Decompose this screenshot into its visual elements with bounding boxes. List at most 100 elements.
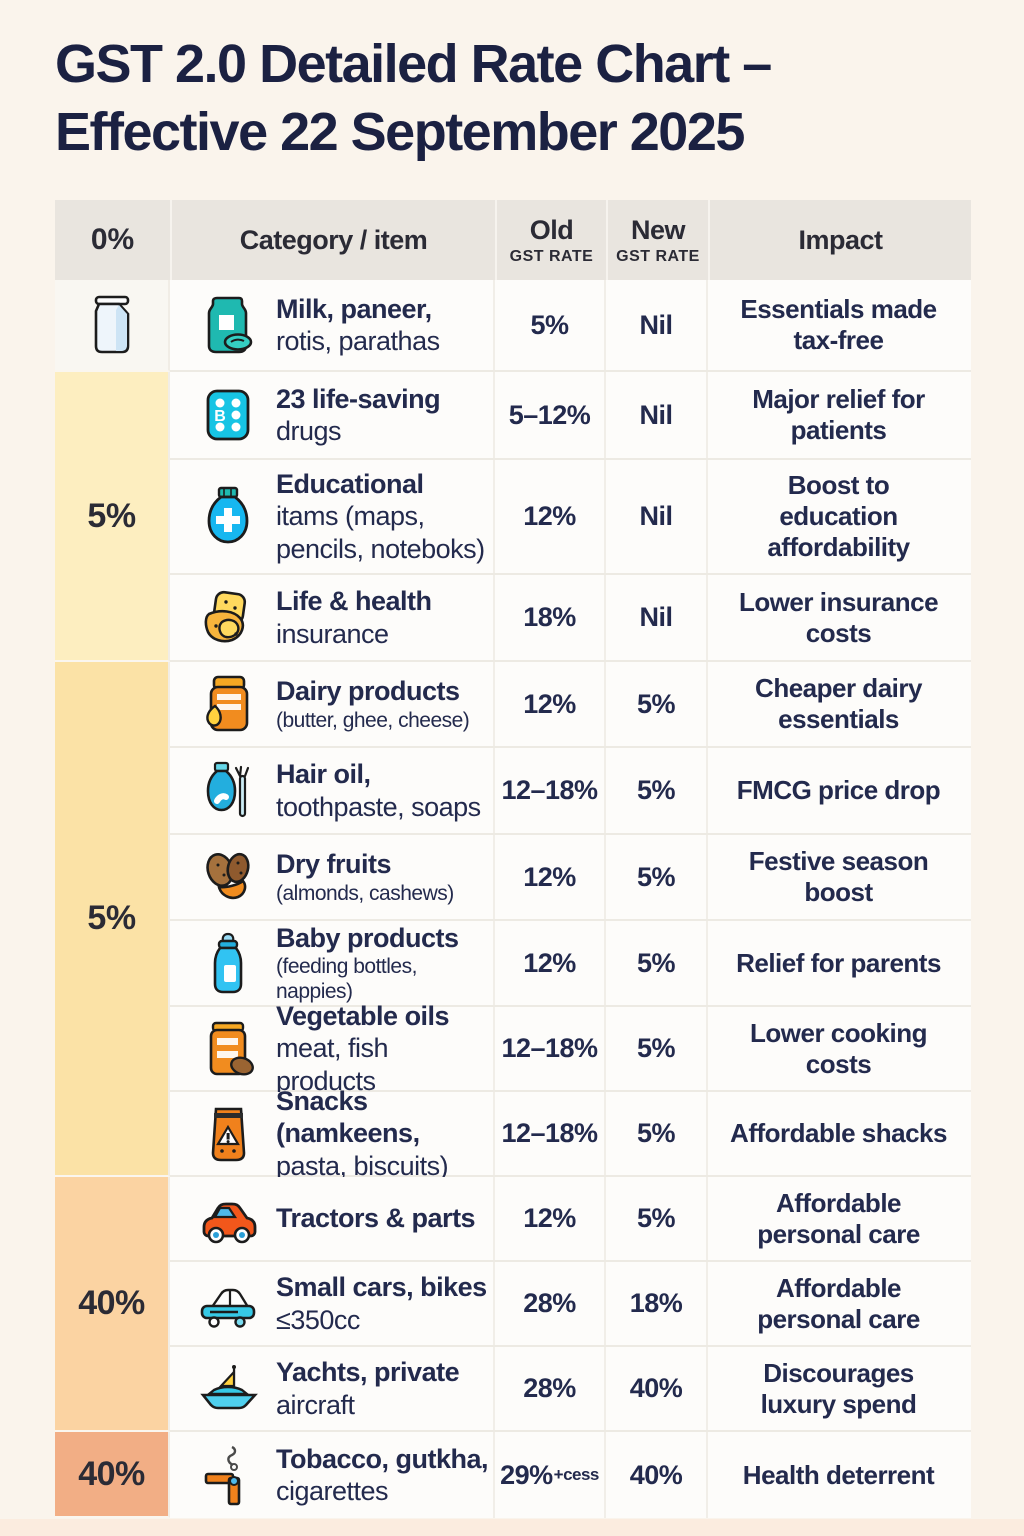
rate-group-label: 40% [78,1454,145,1493]
new-rate: 5% [604,835,706,919]
table-row: Baby products (feeding bottles, nappies)… [170,921,971,1007]
table-row: Vegetable oils meat, fish products 12–18… [170,1001,971,1096]
old-rate: 5% [493,280,604,370]
new-rate: 18% [604,1262,706,1345]
header-category: Category / item [170,200,495,280]
new-rate: 5% [604,662,706,746]
category-text: Small cars, bikes ≤350cc [276,1272,487,1335]
new-rate: 5% [604,1007,706,1090]
impact-text: Affordable personal care [757,1187,920,1249]
old-rate: 28% [493,1262,604,1345]
category-text: Tractors & parts [276,1203,476,1234]
category-text: 23 life-saving drugs [276,383,441,446]
old-rate: 12–18% [493,1092,604,1175]
rate-group-40pct-a: 40% [55,1177,170,1432]
impact-text: Health deterrent [742,1459,935,1490]
header-rate-group: 0% [90,223,135,256]
table-row: Dairy products (butter, ghee, cheese) 12… [170,662,971,748]
header-impact: Impact [708,200,971,280]
old-rate: 12% [493,1177,604,1260]
dry-fruits-icon [196,847,260,907]
impact-text: Discourages luxury spend [760,1357,917,1419]
table-row: Tobacco, gutkha, cigarettes 29% +cess 40%… [170,1432,971,1518]
new-rate: Nil [604,575,706,660]
new-rate: 5% [604,748,706,833]
impact-text: Festive season boost [748,846,929,907]
insurance-chips-icon [196,588,260,648]
new-rate: 5% [604,921,706,1005]
table-row: Tractors & parts 12% 5% Affordable perso… [170,1177,971,1262]
impact-text: Lower cooking costs [750,1017,927,1079]
category-text: Vegetable oils meat, fish products [276,1000,450,1096]
old-rate: 5–12% [493,372,604,458]
new-rate: Nil [604,280,706,370]
rate-table: 0% Category / item Old GST RATE New GST … [55,200,971,1518]
category-text: Milk, paneer, rotis, parathas [276,293,440,356]
new-rate: 5% [604,1177,706,1260]
svg-text:B: B [214,408,226,425]
category-text: Dry fruits (almonds, cashews) [276,849,454,905]
new-rate: 40% [604,1432,706,1518]
rate-group-40pct-b: 40% [55,1432,170,1518]
new-rate: 40% [604,1347,706,1430]
table-body: 5% 5% 40% 40% [55,280,971,1518]
impact-text: Lower insurance costs [738,586,939,648]
page-title-line2: Effective 22 September 2025 [55,102,745,163]
table-row: Educational itams (maps, pencils, notebo… [170,460,971,575]
old-rate: 12–18% [493,1007,604,1090]
category-text: Yachts, private aircraft [276,1357,460,1420]
yacht-icon [196,1362,260,1416]
baby-bottle-icon [196,932,260,994]
category-text: Tobacco, gutkha, cigarettes [276,1443,489,1506]
table-row: Milk, paneer, rotis, parathas 5% Nil Ess… [170,280,971,372]
oil-can-icon [196,1019,260,1079]
footer-strip [0,1519,1024,1536]
category-text: Educational itams (maps, pencils, notebo… [276,468,485,564]
table-row: B 23 life-saving drugs 5–12% Nil Major r… [170,372,971,460]
old-rate: 12% [493,662,604,746]
table-row: Yachts, private aircraft 28% 40% Discour… [170,1347,971,1432]
snack-bag-icon [196,1104,260,1164]
cess-suffix: +cess [553,1465,600,1484]
category-text: Dairy products (butter, ghee, cheese) [276,676,470,732]
old-rate: 28% [493,1347,604,1430]
table-rows: Milk, paneer, rotis, parathas 5% Nil Ess… [170,280,971,1518]
impact-text: FMCG price drop [736,775,941,806]
rate-group-label: 5% [87,496,136,535]
milk-carton-icon [80,295,144,355]
new-rate: 5% [604,1092,706,1175]
rate-group-column: 5% 5% 40% 40% [55,280,170,1518]
medicine-blister-icon: B [196,385,260,445]
cigarette-icon [196,1443,260,1507]
header-old-rate: Old GST RATE [495,200,606,280]
impact-text: Cheaper dairy essentials [755,673,922,734]
old-rate: 18% [493,575,604,660]
old-rate: 29% +cess [493,1432,604,1518]
small-car-icon [196,1277,260,1331]
old-rate: 12–18% [493,748,604,833]
table-row: Hair oil, toothpaste, soaps 12–18% 5% FM… [170,748,971,835]
impact-text: Relief for parents [736,947,941,978]
dairy-jar-icon [196,674,260,734]
category-text: Life & health insurance [276,586,432,649]
impact-text: Major relief for patients [752,384,925,445]
header-new-rate: New GST RATE [606,200,708,280]
category-text: Snacks (namkeens, pasta, biscuits) [276,1085,449,1181]
category-text: Baby products (feeding bottles, nappies) [276,922,459,1004]
old-rate: 12% [493,460,604,573]
impact-text: Essentials made tax-free [740,294,937,355]
impact-text: Affordable personal care [757,1272,920,1334]
old-rate: 12% [493,835,604,919]
jam-jar-icon [196,295,260,355]
table-row: Life & health insurance 18% Nil Lower in… [170,575,971,662]
orange-car-icon [196,1191,260,1247]
table-row: Dry fruits (almonds, cashews) 12% 5% Fes… [170,835,971,921]
rate-group-label: 40% [78,1284,145,1322]
old-rate: 12% [493,921,604,1005]
page-title-line1: GST 2.0 Detailed Rate Chart – [55,34,772,94]
new-rate: Nil [604,372,706,458]
rate-group-5pct-b: 5% [55,662,170,1177]
rate-group-5pct-a: 5% [55,372,170,662]
new-rate: Nil [604,460,706,573]
